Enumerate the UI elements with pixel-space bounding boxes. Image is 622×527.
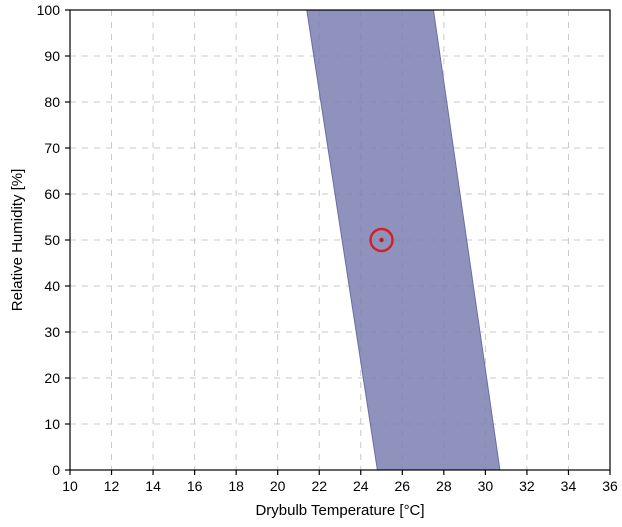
x-tick-label: 30 xyxy=(478,478,494,494)
y-tick-label: 0 xyxy=(52,462,60,478)
y-tick-label: 60 xyxy=(44,186,60,202)
x-axis-label: Drybulb Temperature [°C] xyxy=(255,502,424,519)
x-tick-label: 32 xyxy=(519,478,535,494)
comfort-band-chart: 1012141618202224262830323436010203040506… xyxy=(0,0,622,527)
x-tick-label: 14 xyxy=(145,478,161,494)
y-tick-label: 80 xyxy=(44,94,60,110)
x-tick-label: 26 xyxy=(395,478,411,494)
x-tick-label: 10 xyxy=(62,478,78,494)
y-tick-label: 70 xyxy=(44,140,60,156)
x-tick-label: 36 xyxy=(602,478,618,494)
marker-dot-icon xyxy=(379,238,383,242)
x-tick-label: 12 xyxy=(104,478,120,494)
y-tick-label: 90 xyxy=(44,48,60,64)
y-tick-label: 40 xyxy=(44,278,60,294)
y-tick-label: 50 xyxy=(44,232,60,248)
x-tick-label: 28 xyxy=(436,478,452,494)
y-axis-label: Relative Humidity [%] xyxy=(9,169,26,312)
y-tick-label: 100 xyxy=(37,2,61,18)
y-tick-label: 20 xyxy=(44,370,60,386)
chart-background xyxy=(0,0,622,527)
x-tick-label: 34 xyxy=(561,478,577,494)
x-tick-label: 16 xyxy=(187,478,203,494)
x-tick-label: 20 xyxy=(270,478,286,494)
y-tick-label: 10 xyxy=(44,416,60,432)
x-tick-label: 22 xyxy=(311,478,327,494)
y-tick-label: 30 xyxy=(44,324,60,340)
chart-svg: 1012141618202224262830323436010203040506… xyxy=(0,0,622,527)
x-tick-label: 18 xyxy=(228,478,244,494)
x-tick-label: 24 xyxy=(353,478,369,494)
